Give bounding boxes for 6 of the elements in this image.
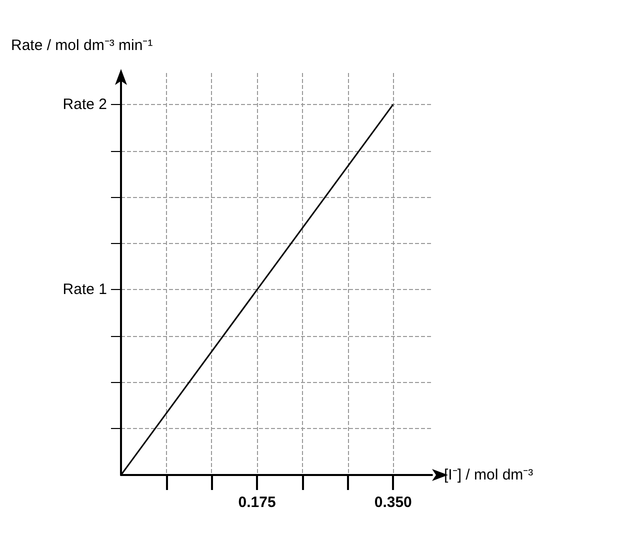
x-axis-title: [I⁻] / mol dm⁻³	[444, 466, 534, 484]
x-tick-label: 0.175	[238, 494, 276, 511]
x-tick-label: 0.350	[374, 494, 412, 511]
y-axis-title: Rate / mol dm⁻³ min⁻¹	[11, 37, 153, 54]
text: Rate 1	[62, 281, 107, 298]
text: Rate 2	[62, 96, 107, 113]
